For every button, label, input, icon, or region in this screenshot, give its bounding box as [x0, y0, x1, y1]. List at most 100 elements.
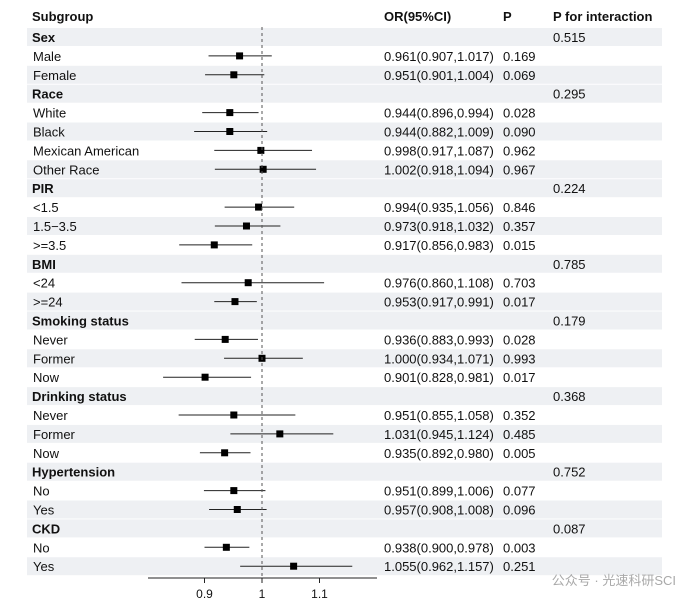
header-p-interaction: P for interaction — [553, 9, 653, 24]
row-stripe — [27, 65, 662, 84]
row-label: >=24 — [33, 295, 63, 310]
or-ci-text: 0.976(0.860,1.108) — [384, 276, 494, 291]
p-value: 0.251 — [503, 559, 536, 574]
or-ci-text: 0.998(0.917,1.087) — [384, 143, 494, 158]
row-label: 1.5−3.5 — [33, 219, 77, 234]
row-label: Never — [33, 332, 68, 347]
or-point — [230, 487, 238, 495]
or-ci-text: 0.951(0.899,1.006) — [384, 484, 494, 499]
row-label: Female — [33, 68, 76, 83]
or-ci-text: 1.055(0.962,1.157) — [384, 559, 494, 574]
p-value: 0.069 — [503, 68, 536, 83]
or-ci-text: 1.002(0.918,1.094) — [384, 162, 494, 177]
row-label: No — [33, 540, 50, 555]
p-interaction-value: 0.368 — [553, 389, 586, 404]
row-label: <24 — [33, 276, 55, 291]
row-label: Yes — [33, 503, 55, 518]
row-label: No — [33, 484, 50, 499]
row-label: Black — [33, 125, 65, 140]
row-stripe — [27, 424, 662, 443]
table-header: Subgroup OR(95%CI) P P for interaction — [32, 9, 653, 24]
x-tick-label: 1.1 — [311, 587, 328, 601]
row-label: Yes — [33, 559, 55, 574]
p-value: 0.967 — [503, 162, 536, 177]
or-ci-text: 0.953(0.917,0.991) — [384, 295, 494, 310]
or-ci-text: 0.994(0.935,1.056) — [384, 200, 494, 215]
row-stripe — [27, 500, 662, 519]
header-subgroup: Subgroup — [32, 9, 93, 24]
row-label: <1.5 — [33, 200, 59, 215]
p-value: 0.846 — [503, 200, 536, 215]
p-interaction-value: 0.515 — [553, 30, 586, 45]
header-or-ci: OR(95%CI) — [384, 9, 451, 24]
p-value: 0.028 — [503, 332, 536, 347]
group-stripe — [27, 179, 662, 198]
group-stripe — [27, 254, 662, 273]
row-stripe — [27, 122, 662, 141]
row-label: White — [33, 106, 66, 121]
group-stripe — [27, 84, 662, 103]
p-interaction-value: 0.785 — [553, 257, 586, 272]
row-label: Former — [33, 351, 76, 366]
p-value: 0.090 — [503, 125, 536, 140]
or-point — [210, 241, 218, 249]
p-value: 0.077 — [503, 484, 536, 499]
or-ci-text: 0.944(0.882,1.009) — [384, 125, 494, 140]
or-point — [226, 109, 234, 117]
or-point — [276, 430, 284, 438]
group-label: BMI — [32, 257, 56, 272]
row-label: >=3.5 — [33, 238, 66, 253]
p-value: 0.005 — [503, 446, 536, 461]
row-stripe — [27, 160, 662, 179]
table-rows: Sex 0.515 Male 0.961(0.907,1.017) 0.169 Femal… — [32, 30, 586, 574]
or-point — [255, 203, 263, 211]
row-label: Never — [33, 408, 68, 423]
p-value: 0.993 — [503, 351, 536, 366]
row-label: Male — [33, 49, 61, 64]
p-value: 0.962 — [503, 143, 536, 158]
p-value: 0.015 — [503, 238, 536, 253]
row-stripes — [27, 28, 662, 576]
or-point — [221, 335, 229, 343]
row-stripe — [27, 349, 662, 368]
p-interaction-value: 0.179 — [553, 314, 586, 329]
or-point — [221, 449, 229, 457]
p-value: 0.017 — [503, 370, 536, 385]
group-stripe — [27, 311, 662, 330]
or-ci-text: 0.901(0.828,0.981) — [384, 370, 494, 385]
p-interaction-value: 0.295 — [553, 87, 586, 102]
or-ci-text: 0.973(0.918,1.032) — [384, 219, 494, 234]
or-ci-text: 0.938(0.900,0.978) — [384, 540, 494, 555]
row-label: Mexican American — [33, 143, 139, 158]
p-value: 0.096 — [503, 503, 536, 518]
p-value: 0.485 — [503, 427, 536, 442]
or-point — [290, 562, 298, 570]
or-ci-text: 1.031(0.945,1.124) — [384, 427, 494, 442]
p-value: 0.003 — [503, 540, 536, 555]
or-point — [230, 411, 238, 419]
or-ci-text: 0.917(0.856,0.983) — [384, 238, 494, 253]
p-value: 0.703 — [503, 276, 536, 291]
group-label: Sex — [32, 30, 56, 45]
or-ci-text: 0.944(0.896,0.994) — [384, 106, 494, 121]
group-stripe — [27, 387, 662, 406]
p-value: 0.169 — [503, 49, 536, 64]
x-axis: 0.9 1 1.1 — [148, 577, 377, 601]
or-point — [222, 543, 230, 551]
x-tick-label: 1 — [259, 587, 266, 601]
row-stripe — [27, 292, 662, 311]
p-value: 0.352 — [503, 408, 536, 423]
group-label: Drinking status — [32, 389, 127, 404]
watermark-text: 公众号 · 光速科研SCI — [552, 573, 676, 588]
or-point — [242, 222, 250, 230]
row-label: Now — [33, 446, 60, 461]
p-value: 0.028 — [503, 106, 536, 121]
row-stripe — [27, 217, 662, 235]
group-label: PIR — [32, 181, 54, 196]
row-label: Now — [33, 370, 60, 385]
or-point — [226, 128, 234, 135]
group-stripe — [27, 519, 662, 538]
or-point — [259, 165, 267, 173]
group-label: Hypertension — [32, 465, 115, 480]
